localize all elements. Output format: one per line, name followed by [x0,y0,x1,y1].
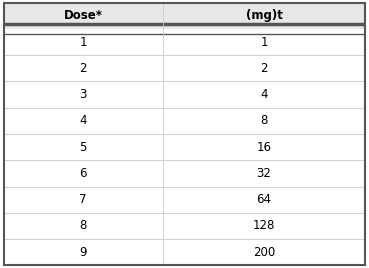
Text: 64: 64 [256,193,272,206]
Text: (mg)t: (mg)t [246,9,283,22]
Text: 7: 7 [79,193,87,206]
Text: 1: 1 [79,36,87,49]
Text: 5: 5 [80,141,87,154]
Text: 16: 16 [256,141,272,154]
Text: Dose*: Dose* [64,9,103,22]
Bar [4,134,365,160]
Bar [4,239,365,265]
Bar [4,55,365,81]
Bar [4,3,365,29]
Text: 8: 8 [261,114,268,127]
Bar [4,160,365,187]
Bar [4,29,365,55]
Text: 3: 3 [80,88,87,101]
Text: 1: 1 [260,36,268,49]
Text: 4: 4 [79,114,87,127]
Text: 32: 32 [256,167,272,180]
Text: 200: 200 [253,246,275,259]
Bar [4,81,365,108]
Text: 2: 2 [79,62,87,75]
Text: 9: 9 [79,246,87,259]
Text: 6: 6 [79,167,87,180]
Text: 128: 128 [253,219,275,232]
Text: 4: 4 [260,88,268,101]
Bar [4,108,365,134]
Bar [4,213,365,239]
Bar [4,187,365,213]
Text: 2: 2 [260,62,268,75]
Text: 8: 8 [80,219,87,232]
